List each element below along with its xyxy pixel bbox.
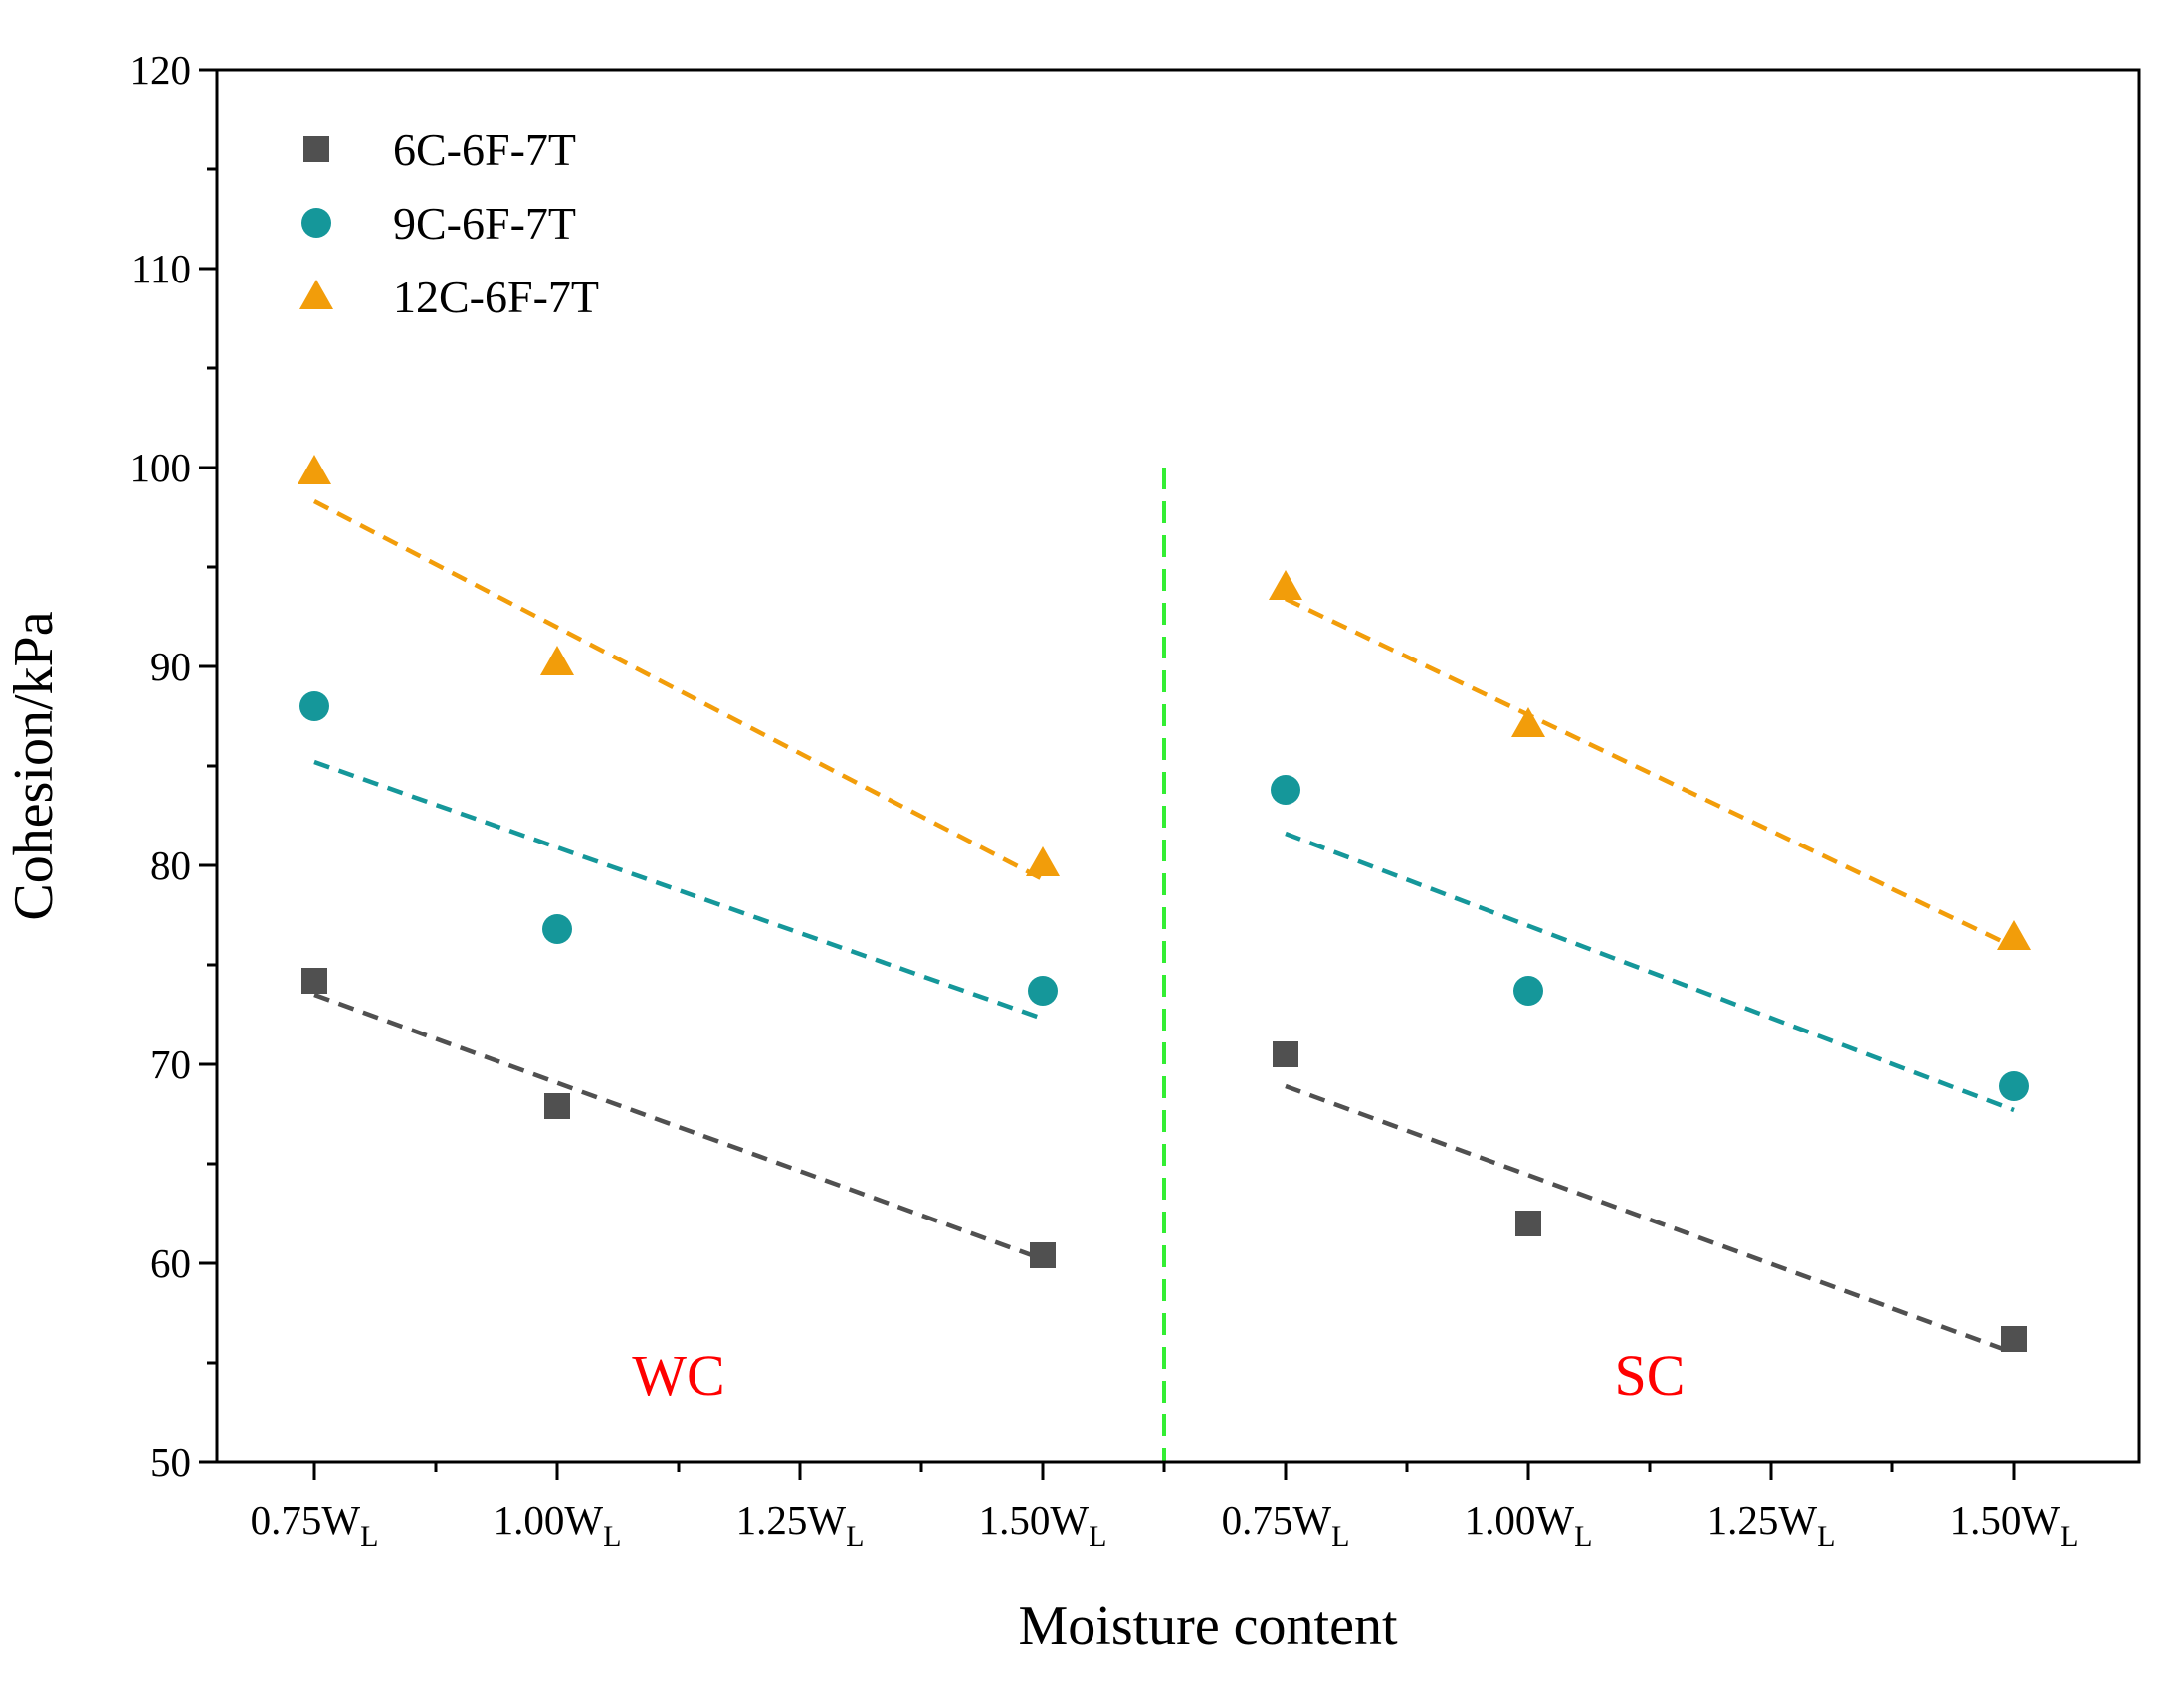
data-point-12C-6F-7T — [540, 646, 574, 675]
data-point-9C-6F-7T — [542, 914, 572, 944]
x-tick-label-main: 1.50W — [1950, 1497, 2061, 1543]
data-point-12C-6F-7T — [1269, 570, 1302, 600]
y-tick-label: 80 — [150, 843, 191, 888]
y-tick-label: 120 — [130, 47, 192, 93]
data-point-6C-6F-7T — [1030, 1242, 1056, 1268]
data-point-9C-6F-7T — [299, 691, 329, 721]
x-tick-label: 1.25WL — [1707, 1497, 1836, 1553]
x-tick-label-subscript: L — [1089, 1520, 1106, 1553]
region-labels-group: WC SC — [632, 1343, 1685, 1408]
x-tick-label: 0.75WL — [251, 1497, 379, 1553]
data-point-9C-6F-7T — [1999, 1071, 2029, 1101]
x-tick-label-subscript: L — [360, 1520, 378, 1553]
x-tick-label-subscript: L — [1817, 1520, 1835, 1553]
x-tick-label: 0.75WL — [1222, 1497, 1350, 1553]
trend-line-6C-6F-7T — [313, 992, 1044, 1262]
x-axis-ticks-group: 0.75WL 1.00WL 1.25WL 1.50WL 0.75WL 1.00WL 1.25… — [251, 1462, 2079, 1553]
data-points-group — [298, 455, 2031, 1352]
data-point-12C-6F-7T — [298, 455, 331, 484]
region-label-sc: SC — [1615, 1343, 1686, 1408]
data-point-6C-6F-7T — [1273, 1041, 1298, 1067]
x-tick-label-subscript: L — [846, 1520, 864, 1553]
plot-area-group: WC SC — [298, 455, 2031, 1462]
x-tick-label-main: 0.75W — [1222, 1497, 1332, 1543]
x-tick-label-main: 1.25W — [1707, 1497, 1818, 1543]
x-tick-label: 1.50WL — [1950, 1497, 2079, 1553]
legend-marker-9C-6F-7T — [301, 208, 331, 238]
trend-line-9C-6F-7T — [1285, 831, 2015, 1113]
region-label-wc: WC — [632, 1343, 724, 1408]
x-tick-label: 1.50WL — [979, 1497, 1107, 1553]
y-tick-label: 110 — [131, 246, 191, 291]
x-tick-label-main: 0.75W — [251, 1497, 361, 1543]
data-point-12C-6F-7T — [1511, 707, 1545, 737]
y-tick-label: 60 — [150, 1240, 191, 1286]
x-axis-title: Moisture content — [1018, 1595, 1397, 1657]
x-tick-label-subscript: L — [603, 1520, 621, 1553]
x-tick-label-subscript: L — [1574, 1520, 1592, 1553]
y-tick-label: 70 — [150, 1041, 191, 1087]
y-tick-label: 90 — [150, 644, 191, 689]
data-point-9C-6F-7T — [1271, 775, 1300, 805]
x-tick-label: 1.00WL — [494, 1497, 622, 1553]
legend-label: 6C-6F-7T — [393, 124, 576, 175]
trend-line-12C-6F-7T — [312, 499, 1045, 881]
x-tick-label-main: 1.00W — [1465, 1497, 1575, 1543]
data-point-6C-6F-7T — [2001, 1326, 2027, 1352]
legend: 6C-6F-7T 9C-6F-7T 12C-6F-7T — [299, 124, 599, 322]
data-point-9C-6F-7T — [1513, 976, 1543, 1006]
trend-line-9C-6F-7T — [313, 759, 1044, 1022]
trend-line-12C-6F-7T — [1285, 596, 2015, 950]
x-tick-label-subscript: L — [1331, 1520, 1349, 1553]
legend-label: 12C-6F-7T — [393, 272, 599, 322]
y-axis-title: Cohesion/kPa — [3, 611, 65, 920]
y-axis-ticks-group: 50 60 70 80 90 100 110 120 — [130, 47, 217, 1485]
data-point-9C-6F-7T — [1028, 976, 1058, 1006]
y-tick-label: 50 — [150, 1439, 191, 1485]
legend-marker-6C-6F-7T — [303, 136, 329, 162]
x-tick-label-main: 1.00W — [494, 1497, 604, 1543]
data-point-12C-6F-7T — [1026, 846, 1060, 876]
x-tick-label-subscript: L — [2060, 1520, 2078, 1553]
x-tick-label: 1.00WL — [1465, 1497, 1593, 1553]
legend-label: 9C-6F-7T — [393, 198, 576, 249]
x-tick-label-main: 1.25W — [736, 1497, 847, 1543]
data-point-6C-6F-7T — [544, 1093, 570, 1119]
data-point-6C-6F-7T — [301, 968, 327, 994]
data-point-6C-6F-7T — [1515, 1211, 1541, 1236]
trend-lines-group — [312, 499, 2015, 1356]
data-point-12C-6F-7T — [1997, 920, 2031, 950]
trend-line-6C-6F-7T — [1285, 1083, 2015, 1356]
legend-marker-12C-6F-7T — [299, 280, 333, 309]
x-tick-label: 1.25WL — [736, 1497, 865, 1553]
y-tick-label: 100 — [130, 445, 192, 490]
x-tick-label-main: 1.50W — [979, 1497, 1090, 1543]
